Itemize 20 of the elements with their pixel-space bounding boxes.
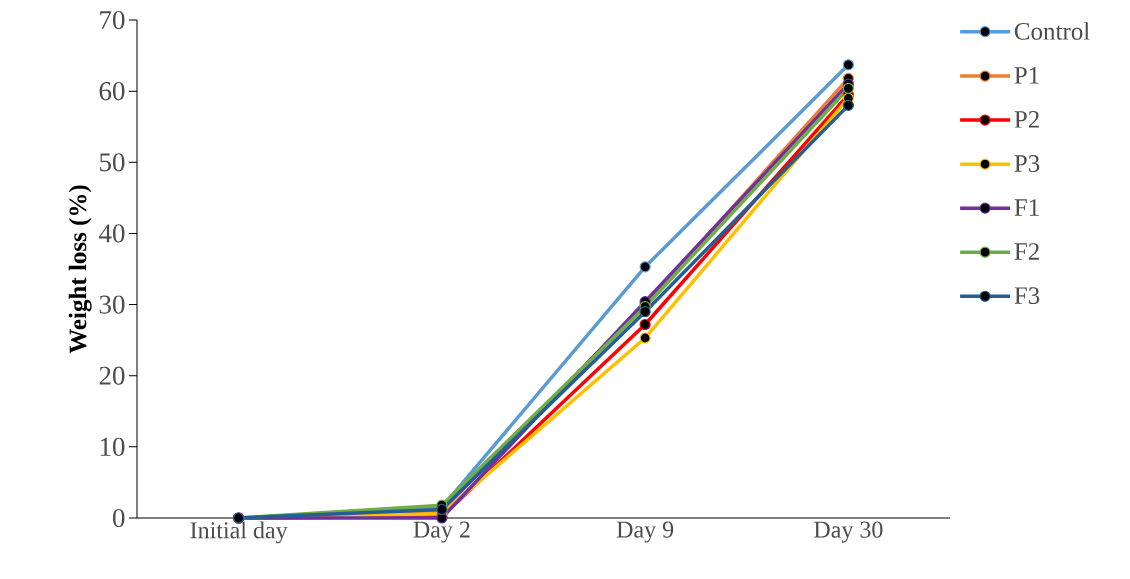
x-tick-label: Initial day: [190, 521, 288, 544]
legend-label: F2: [1014, 243, 1039, 260]
legend-label: F1: [1014, 199, 1039, 216]
legend-label: F3: [1014, 287, 1040, 305]
legend-label: P1: [1014, 67, 1039, 84]
y-tick-label: 70: [100, 10, 125, 30]
x-tick-label: Day 9: [616, 521, 674, 543]
y-tick-label: 20: [99, 366, 125, 385]
x-tick-label: Day 30: [814, 521, 883, 543]
legend-label: Control: [1014, 22, 1090, 40]
y-tick-label: 10: [100, 437, 125, 456]
y-tick-label: 50: [100, 153, 125, 172]
y-tick-label: 60: [99, 82, 125, 101]
y-tick-label: 0: [113, 508, 125, 528]
y-axis-title: Weight loss (%): [68, 185, 92, 354]
y-tick-label: 30: [99, 295, 125, 314]
legend-label: P2: [1014, 111, 1039, 128]
y-tick-label: 40: [99, 224, 125, 243]
x-tick-label: Day 2: [413, 521, 470, 543]
legend-label: P3: [1014, 155, 1040, 172]
